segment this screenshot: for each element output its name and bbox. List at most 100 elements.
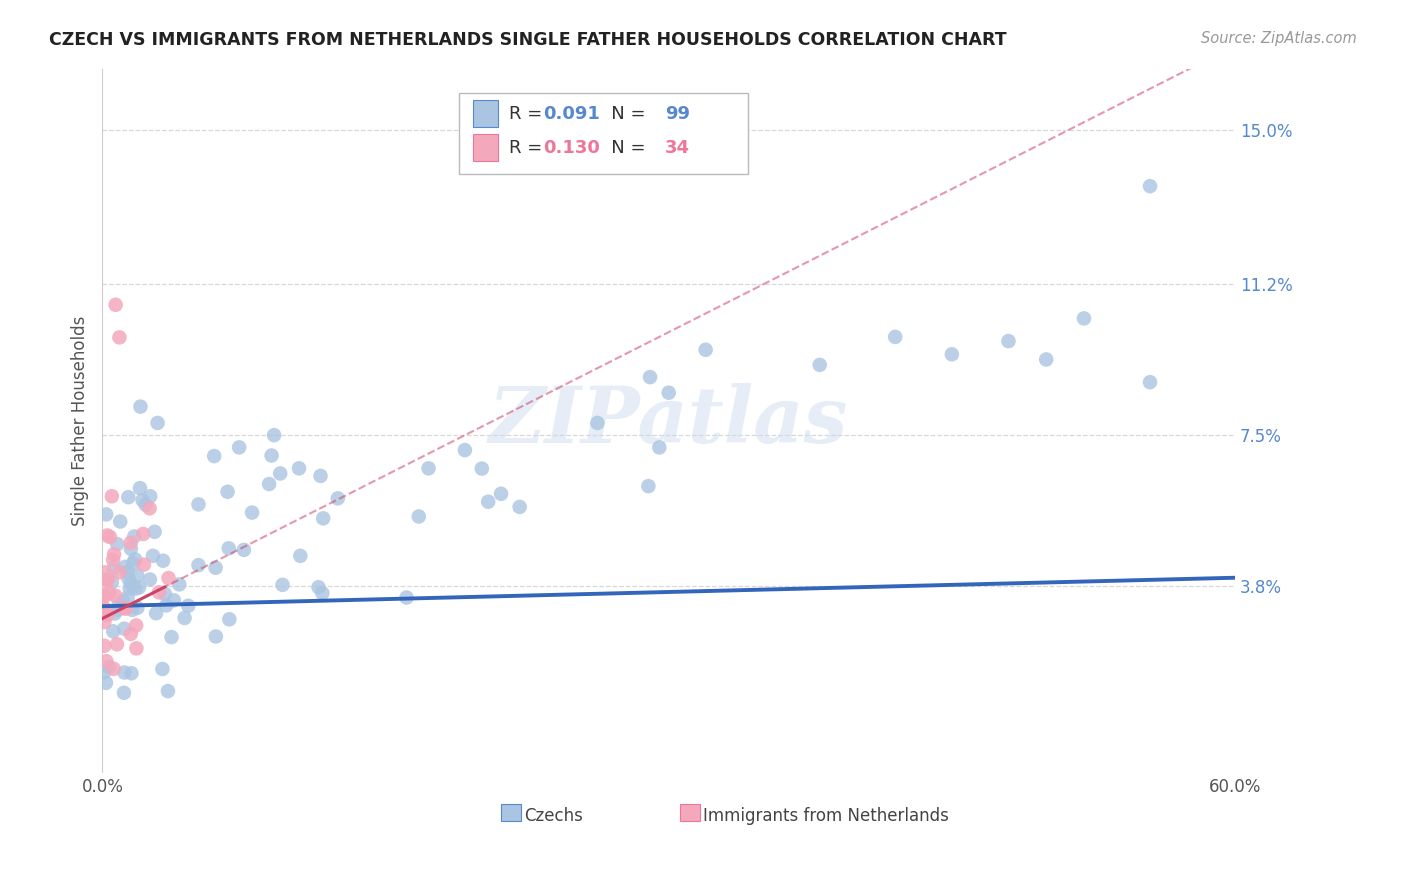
Point bbox=[104, 589, 127, 603]
Point bbox=[271, 578, 294, 592]
Point bbox=[103, 624, 125, 639]
Point bbox=[96, 508, 118, 522]
Point bbox=[148, 585, 170, 599]
Point bbox=[1035, 352, 1057, 367]
Point bbox=[124, 552, 146, 566]
Point bbox=[125, 641, 148, 656]
Point bbox=[169, 577, 191, 591]
Text: N =: N = bbox=[593, 139, 651, 157]
Point bbox=[1139, 179, 1161, 194]
Point bbox=[142, 549, 165, 563]
Point bbox=[418, 461, 440, 475]
Point bbox=[93, 601, 115, 615]
Point bbox=[128, 581, 150, 595]
Point bbox=[163, 593, 186, 607]
Point bbox=[263, 428, 285, 442]
Point bbox=[97, 574, 120, 588]
Point bbox=[122, 556, 145, 570]
Text: Immigrants from Netherlands: Immigrants from Netherlands bbox=[703, 806, 949, 824]
Point bbox=[117, 490, 139, 504]
Point bbox=[103, 662, 125, 676]
Point bbox=[129, 400, 152, 414]
Point bbox=[94, 566, 117, 580]
Point bbox=[138, 501, 160, 516]
Point bbox=[1139, 375, 1161, 389]
Point bbox=[112, 622, 135, 636]
Y-axis label: Single Father Households: Single Father Households bbox=[72, 316, 89, 526]
Point bbox=[103, 560, 125, 574]
Text: 34: 34 bbox=[665, 139, 690, 157]
Point bbox=[120, 541, 142, 556]
Point bbox=[290, 549, 312, 563]
Point bbox=[114, 601, 136, 615]
Text: ZIPatlas: ZIPatlas bbox=[489, 383, 848, 459]
Point bbox=[153, 587, 176, 601]
Point bbox=[94, 603, 117, 617]
FancyBboxPatch shape bbox=[472, 134, 498, 161]
Point bbox=[218, 541, 240, 556]
Point bbox=[127, 568, 149, 582]
Point bbox=[96, 608, 118, 623]
Point bbox=[808, 358, 831, 372]
Point bbox=[160, 630, 183, 644]
Point bbox=[105, 537, 128, 551]
Point bbox=[205, 630, 228, 644]
FancyBboxPatch shape bbox=[460, 93, 748, 174]
Point bbox=[884, 330, 907, 344]
Point bbox=[110, 515, 132, 529]
Point bbox=[98, 660, 121, 674]
Point bbox=[104, 298, 127, 312]
Point bbox=[139, 573, 162, 587]
Point bbox=[997, 334, 1019, 348]
Point bbox=[240, 506, 263, 520]
Point bbox=[309, 469, 332, 483]
Point bbox=[101, 575, 124, 590]
Point bbox=[187, 558, 209, 573]
Point bbox=[112, 686, 135, 700]
Point bbox=[145, 606, 167, 620]
Point bbox=[105, 637, 128, 651]
FancyBboxPatch shape bbox=[472, 100, 498, 127]
Point bbox=[232, 542, 254, 557]
Point bbox=[101, 489, 124, 503]
Point bbox=[638, 370, 661, 384]
Point bbox=[173, 611, 195, 625]
Point bbox=[135, 498, 157, 512]
Point bbox=[509, 500, 531, 514]
Point bbox=[108, 566, 131, 580]
Point bbox=[94, 604, 117, 618]
Point bbox=[477, 494, 499, 508]
Point bbox=[695, 343, 717, 357]
Point bbox=[120, 535, 142, 549]
Point bbox=[269, 467, 291, 481]
Text: R =: R = bbox=[509, 139, 548, 157]
Point bbox=[93, 665, 115, 680]
Point bbox=[311, 586, 333, 600]
Point bbox=[98, 530, 121, 544]
Text: 0.091: 0.091 bbox=[543, 105, 600, 123]
Point bbox=[586, 416, 609, 430]
Point bbox=[96, 654, 118, 668]
Point bbox=[94, 676, 117, 690]
Point bbox=[131, 493, 153, 508]
Point bbox=[104, 607, 127, 621]
Point bbox=[98, 586, 121, 600]
Point bbox=[129, 481, 152, 495]
Point bbox=[124, 529, 146, 543]
Point bbox=[120, 627, 142, 641]
Point bbox=[146, 416, 169, 430]
Point bbox=[637, 479, 659, 493]
Point bbox=[108, 330, 131, 344]
Point bbox=[103, 547, 125, 561]
Text: R =: R = bbox=[509, 105, 548, 123]
Point bbox=[93, 639, 115, 653]
Point bbox=[139, 489, 162, 503]
Point bbox=[117, 565, 139, 579]
Point bbox=[93, 588, 115, 602]
Point bbox=[121, 603, 143, 617]
Point bbox=[288, 461, 311, 475]
Point bbox=[312, 511, 335, 525]
Point bbox=[187, 497, 209, 511]
Point bbox=[202, 449, 225, 463]
Point bbox=[228, 441, 250, 455]
